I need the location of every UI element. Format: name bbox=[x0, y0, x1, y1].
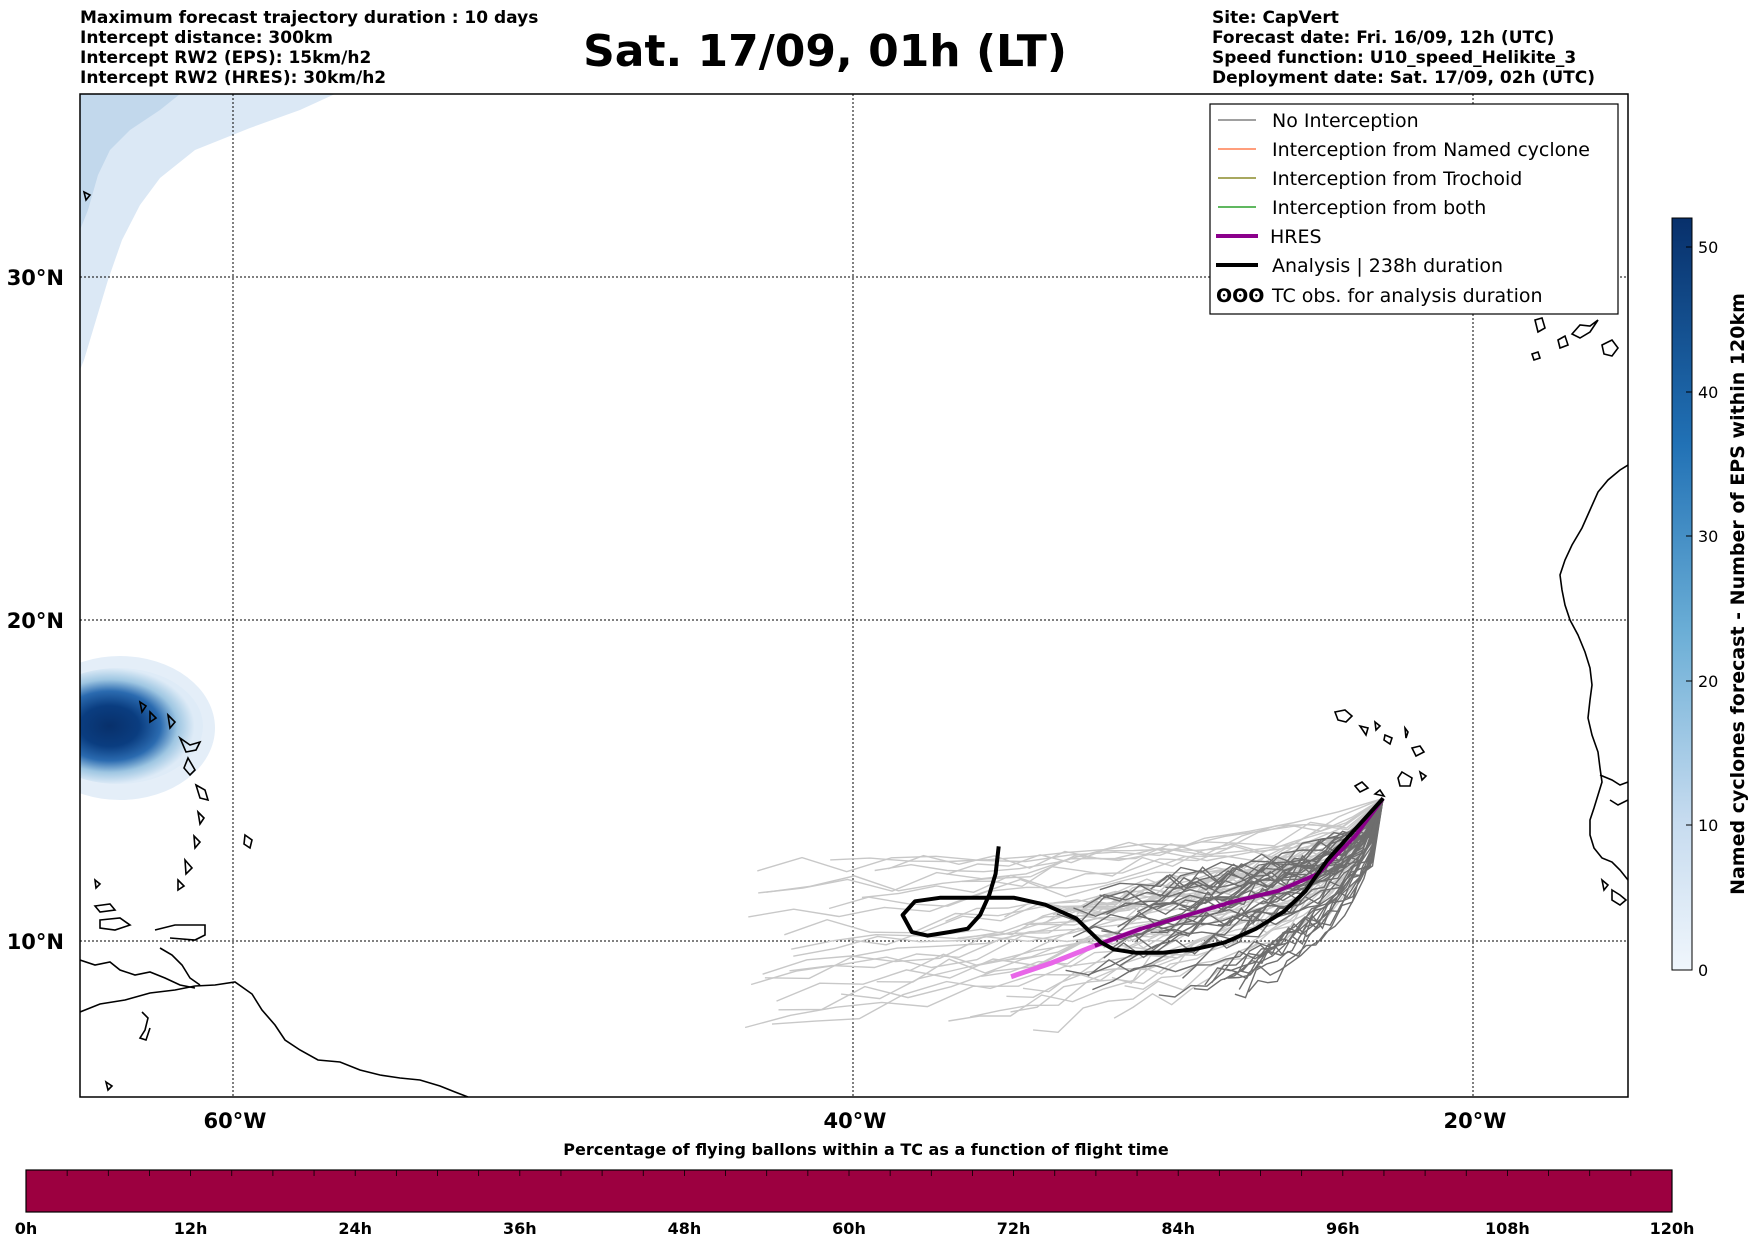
eps-trajectories-no-interception bbox=[1056, 797, 1384, 999]
flight-time-tick-label: 36h bbox=[503, 1219, 537, 1238]
hres-track bbox=[1094, 797, 1385, 948]
map-frame bbox=[79, 93, 1629, 1098]
lat-label: 20°N bbox=[7, 609, 64, 633]
eps-density-cyclone bbox=[80, 668, 203, 784]
eps-trajectory bbox=[1165, 798, 1384, 889]
eps-trajectory bbox=[1200, 798, 1384, 949]
colorbar-tick-label: 10 bbox=[1698, 816, 1718, 835]
flight-time-bar-fill bbox=[25, 1169, 1673, 1213]
header-right-line: Speed function: U10_speed_Helikite_3 bbox=[1212, 48, 1577, 68]
eps-trajectory bbox=[1087, 798, 1384, 977]
eps-trajectory bbox=[1073, 798, 1384, 918]
legend-label: Interception from both bbox=[1272, 197, 1486, 219]
eps-trajectory bbox=[1227, 798, 1384, 979]
header-right-line: Forecast date: Fri. 16/09, 12h (UTC) bbox=[1212, 28, 1555, 48]
eps-trajectory bbox=[1232, 798, 1384, 943]
eps-trajectory-light bbox=[1006, 798, 1384, 999]
header-right-info: Site: CapVert Forecast date: Fri. 16/09,… bbox=[1212, 8, 1595, 88]
flight-time-tick-label: 24h bbox=[338, 1219, 372, 1238]
flight-time-tick-label: 0h bbox=[15, 1219, 38, 1238]
eps-trajectory bbox=[1226, 798, 1384, 974]
flight-time-tick-label: 84h bbox=[1161, 1219, 1195, 1238]
eps-trajectory-light bbox=[748, 797, 1384, 918]
legend-label: Analysis | 238h duration bbox=[1272, 255, 1503, 277]
eps-trajectory bbox=[1247, 798, 1384, 993]
legend-label: TC obs. for analysis duration bbox=[1271, 285, 1543, 307]
analysis-track bbox=[900, 797, 1385, 955]
flight-time-tick-label: 108h bbox=[1485, 1219, 1530, 1238]
lat-label: 30°N bbox=[7, 266, 64, 290]
eps-trajectory bbox=[1231, 798, 1384, 922]
flight-time-tick-label: 72h bbox=[997, 1219, 1031, 1238]
lon-label: 60°W bbox=[204, 1109, 267, 1133]
tc-obs-icon: ʘʘʘ bbox=[1216, 285, 1264, 307]
colorbar-right-title: Named cyclones forecast - Number of EPS … bbox=[1727, 293, 1749, 895]
header-left-line: Intercept RW2 (EPS): 15km/h2 bbox=[80, 48, 372, 68]
eps-trajectory bbox=[1204, 798, 1384, 986]
flight-time-tick-label: 96h bbox=[1326, 1219, 1360, 1238]
legend-label: No Interception bbox=[1272, 110, 1419, 132]
colorbar-tick-label: 30 bbox=[1698, 527, 1718, 546]
header-right-line: Deployment date: Sat. 17/09, 02h (UTC) bbox=[1212, 68, 1596, 88]
eps-trajectory bbox=[1158, 798, 1384, 935]
eps-trajectory-light bbox=[1113, 798, 1384, 1019]
legend-box bbox=[1209, 103, 1619, 315]
coastlines bbox=[80, 190, 1628, 1097]
flight-time-tick-label: 60h bbox=[832, 1219, 866, 1238]
eps-trajectory bbox=[1065, 798, 1384, 976]
legend-label: HRES bbox=[1270, 226, 1322, 248]
lat-label: 10°N bbox=[7, 930, 64, 954]
colorbar-tick-label: 50 bbox=[1698, 238, 1718, 257]
eps-trajectory bbox=[1072, 798, 1384, 938]
eps-density-region-north bbox=[80, 94, 335, 370]
colorbar-tick-label: 0 bbox=[1698, 961, 1708, 980]
colorbar-right: 0 10 20 30 40 50 Named cyclones forecast… bbox=[1671, 217, 1749, 980]
header-left-line: Maximum forecast trajectory duration : 1… bbox=[80, 8, 539, 28]
eps-trajectory bbox=[1056, 797, 1384, 924]
eps-trajectory bbox=[1153, 798, 1384, 906]
eps-trajectory-light bbox=[874, 797, 1384, 873]
header-right-line: Site: CapVert bbox=[1212, 8, 1339, 28]
legend-label: Interception from Trochoid bbox=[1272, 168, 1522, 190]
eps-trajectory-light bbox=[841, 798, 1384, 1000]
main-title: Sat. 17/09, 01h (LT) bbox=[583, 26, 1067, 77]
legend-label: Interception from Named cyclone bbox=[1272, 139, 1590, 161]
eps-trajectory-light bbox=[847, 797, 1384, 946]
flight-time-tick-label: 120h bbox=[1650, 1219, 1695, 1238]
header-left-line: Intercept RW2 (HRES): 30km/h2 bbox=[80, 68, 387, 88]
eps-trajectory-light bbox=[861, 797, 1384, 899]
flight-time-tick-label: 48h bbox=[668, 1219, 702, 1238]
eps-density-region-north-core bbox=[80, 94, 180, 230]
eps-trajectory-light bbox=[766, 797, 1384, 893]
colorbar-right-gradient bbox=[1671, 217, 1693, 971]
flight-time-tick-label: 12h bbox=[174, 1219, 208, 1238]
eps-trajectory-light bbox=[784, 797, 1384, 936]
flight-time-bar: Percentage of flying ballons within a TC… bbox=[15, 1140, 1695, 1238]
map-legend: No Interception Interception from Named … bbox=[1209, 103, 1619, 315]
header-left-line: Intercept distance: 300km bbox=[80, 28, 333, 48]
eps-trajectory-light bbox=[961, 797, 1384, 888]
lon-label: 40°W bbox=[824, 1109, 887, 1133]
eps-trajectory bbox=[1099, 798, 1384, 902]
eps-trajectory bbox=[1223, 798, 1384, 981]
eps-trajectory bbox=[1082, 798, 1384, 909]
colorbar-tick-label: 20 bbox=[1698, 672, 1718, 691]
flight-time-bar-title: Percentage of flying ballons within a TC… bbox=[563, 1140, 1169, 1159]
eps-trajectory-light bbox=[828, 797, 1384, 910]
eps-trajectory bbox=[1089, 797, 1384, 929]
eps-trajectory-light bbox=[887, 797, 1384, 870]
eps-trajectory-light bbox=[744, 798, 1384, 1029]
lon-label: 20°W bbox=[1444, 1109, 1507, 1133]
eps-trajectory bbox=[1157, 798, 1384, 911]
colorbar-tick-label: 40 bbox=[1698, 383, 1718, 402]
header-left-info: Maximum forecast trajectory duration : 1… bbox=[80, 8, 538, 88]
